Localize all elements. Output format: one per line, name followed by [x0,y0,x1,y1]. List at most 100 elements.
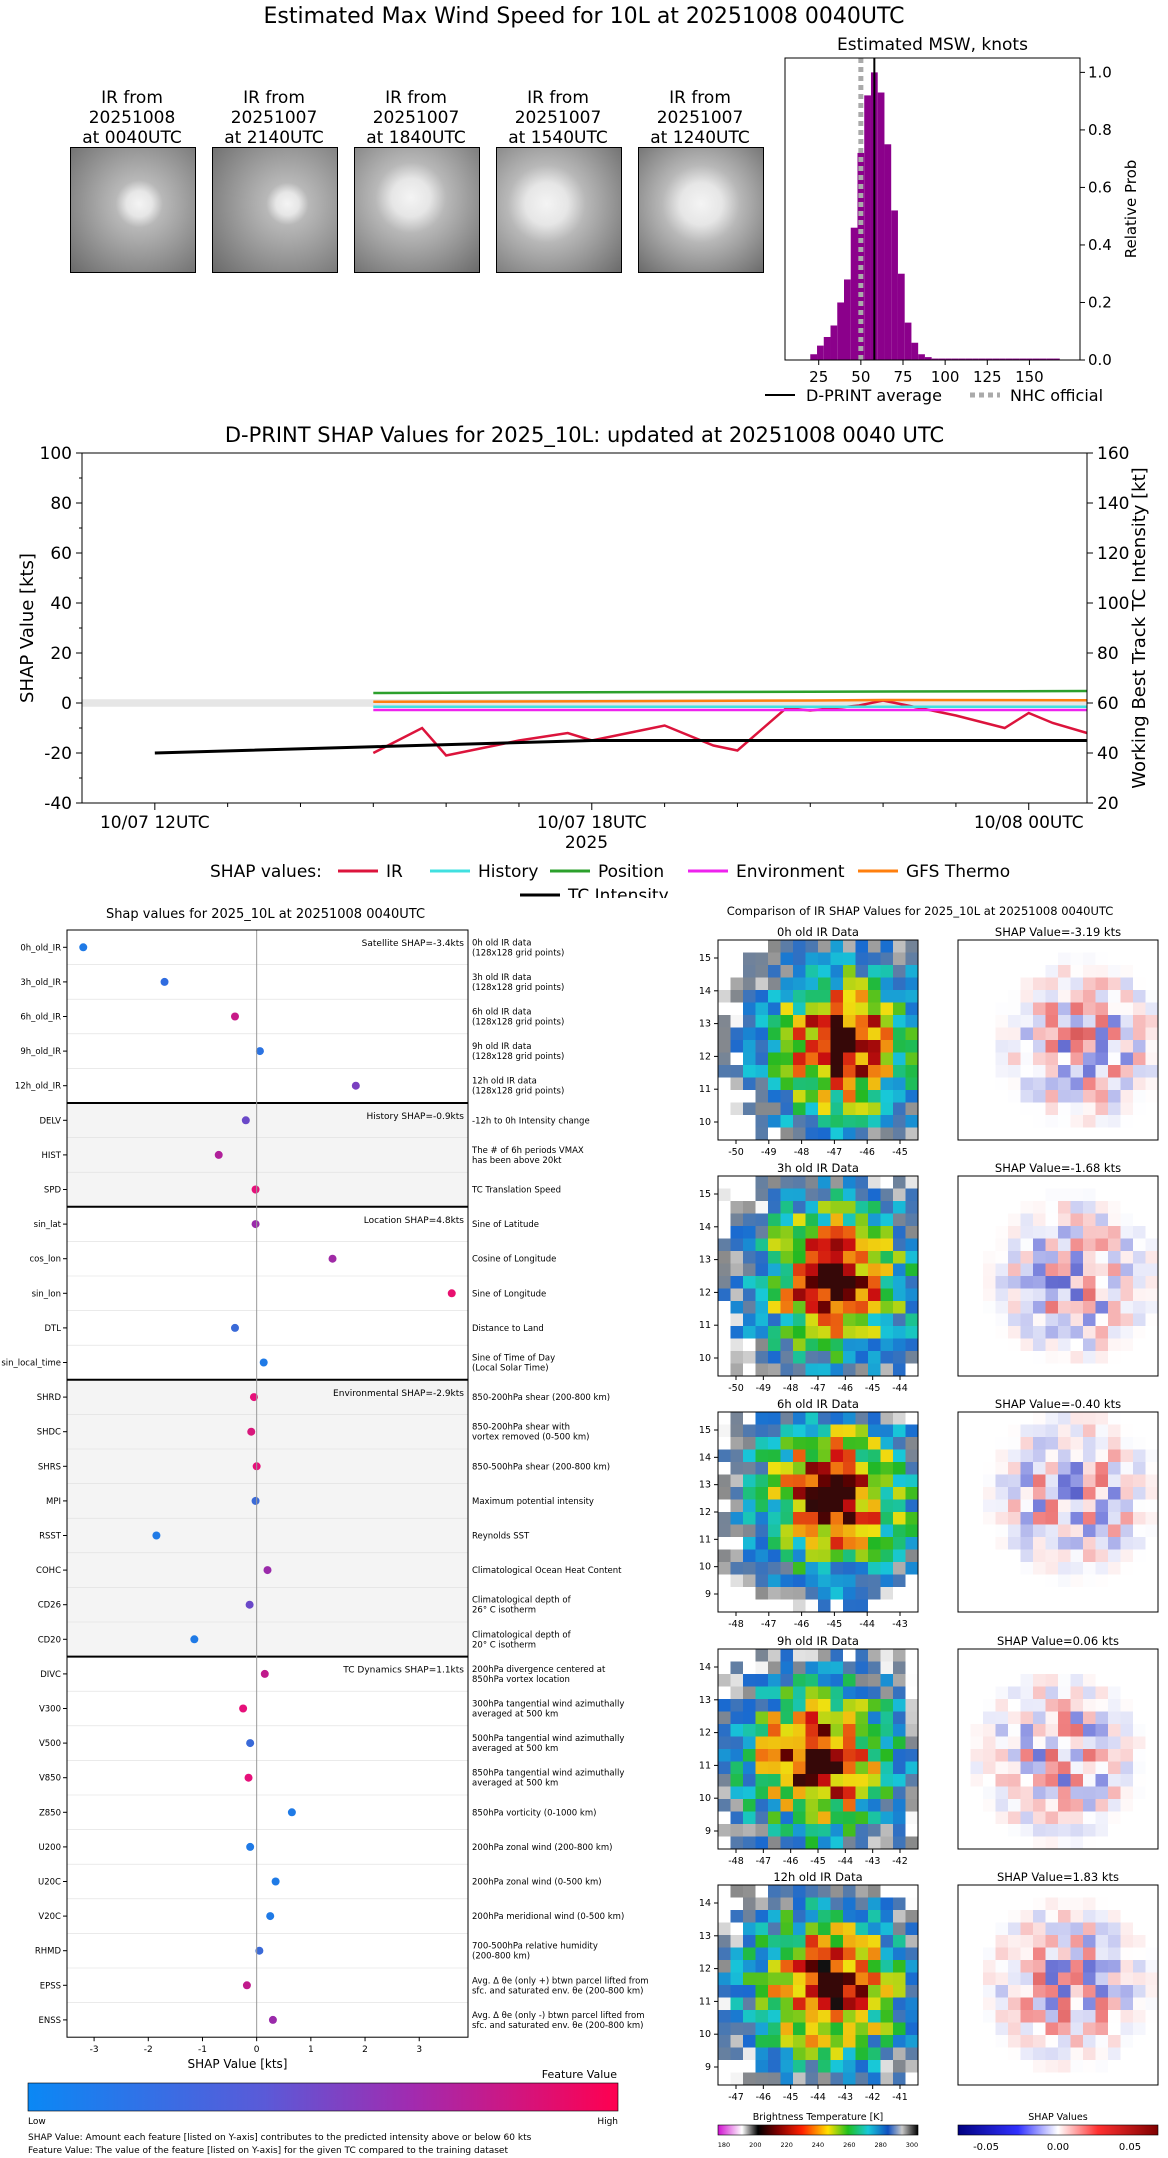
ir-cell [855,1549,869,1563]
feature-description: Sine of Longitude [472,1289,546,1299]
ir-cell [818,1774,831,1787]
ir-cell [755,1674,769,1687]
ir-cell [768,1686,781,1700]
shap-cell [1145,1761,1159,1775]
shap-cell [1108,1562,1121,1575]
shap-cell [983,1972,996,1986]
shap-cell [970,2022,984,2036]
ir-cell [793,1649,806,1662]
ir-cell [830,1462,844,1475]
shap-cell [1008,1363,1021,1377]
shap-cell [1083,1326,1096,1339]
ir-cell [893,1288,906,1302]
ir-cell [905,1424,919,1438]
ir-cell [718,1947,731,1961]
ir-cell [743,1040,756,1053]
ir-cell [805,1699,819,1712]
ir-cell [805,1437,819,1450]
ir-cell [730,1412,744,1425]
shap-cell [1070,1351,1084,1364]
shap-cell [1070,1761,1084,1775]
shap-cell [1095,1686,1109,1700]
shap-cell [1020,1836,1034,1850]
feature-description: 12h old IR data [472,1077,537,1087]
ir-cell [718,1910,731,1923]
ir-cell [893,1251,906,1264]
shap-cell [1033,1824,1046,1837]
ir-cell [905,2060,919,2073]
shap-cell [970,1774,984,1787]
ir-cell [893,1077,906,1091]
shap-cell [1120,1524,1134,1538]
ir-cell [793,1462,806,1475]
shap-cell [1083,1811,1096,1825]
ir-cell [805,1201,819,1214]
ir-cell [780,1338,794,1352]
ir-cell [868,1437,881,1450]
shap-cell [995,1474,1009,1488]
ir-xtick-label: -46 [783,1856,799,1867]
shap-cell [1008,1972,1021,1986]
feature-description: Cosine of Longitude [472,1255,556,1265]
shap-cell [1008,1599,1021,1613]
ir-cell [805,1052,819,1066]
shap-cell [958,1499,971,1513]
shap-cell [1045,1985,1059,1998]
shap-cell [1033,1115,1046,1128]
ir-cell [730,1774,744,1787]
shap-cell [1133,1487,1146,1500]
shap-cell [958,1997,971,2011]
ir-cell [805,1885,819,1898]
shap-cell [1070,1724,1084,1737]
ir-cell [818,1649,831,1662]
feature-description: Climatological depth of [472,1596,572,1606]
shap-cell [1020,952,1034,966]
ir-cell [755,1238,769,1252]
shap-cell [1033,1276,1046,1289]
ir-cell [718,1238,731,1252]
ir-cell [843,1649,856,1662]
ir-cell [905,1960,919,1973]
shap-cell [1120,1972,1134,1986]
shap-cell [970,1997,984,2011]
shap-cell [1070,1811,1084,1825]
shap-cell [1095,1799,1109,1812]
shap-cell [1083,1351,1096,1364]
shap-cell [1070,1985,1084,1998]
shap-cell [1133,1997,1146,2011]
ir-cell [868,1749,881,1762]
shap-cell [1095,1972,1109,1986]
ir-cell [743,2060,756,2073]
shap-cell [1020,1251,1034,1264]
shap-cell [1058,1997,1071,2011]
ir-cell [755,1935,769,1948]
shap-cell [1120,1338,1134,1352]
shap-cell [1008,1065,1021,1078]
shap-cell [983,1201,996,1214]
histogram-bar [837,302,844,360]
ir-cell [730,1599,744,1613]
ir-cell [730,1724,744,1737]
ir-cell [768,1836,781,1850]
shap-cell [1095,1824,1109,1837]
shap-cell [1045,1749,1059,1762]
feature-description: Climatological depth of [472,1630,572,1640]
ir-panel-image [718,1649,919,1850]
ir-cell [905,1749,919,1762]
ir-cell [905,1686,919,1700]
ir-cell [893,1462,906,1475]
shap-cell [1095,1251,1109,1264]
feature-description: (128x128 grid points) [472,1087,564,1097]
shap-cell [995,1512,1009,1525]
ir-cell [718,1674,731,1687]
ir-cell [868,1724,881,1737]
ir-cell [768,1002,781,1016]
shap-cell [1020,1027,1034,1041]
ir-cell [868,1922,881,1936]
ir-cell [780,1985,794,1998]
ir-cell [855,1351,869,1364]
ir-cell [805,1997,819,2011]
shap-cell [1133,2035,1146,2048]
shap-cell [1095,1587,1109,1600]
